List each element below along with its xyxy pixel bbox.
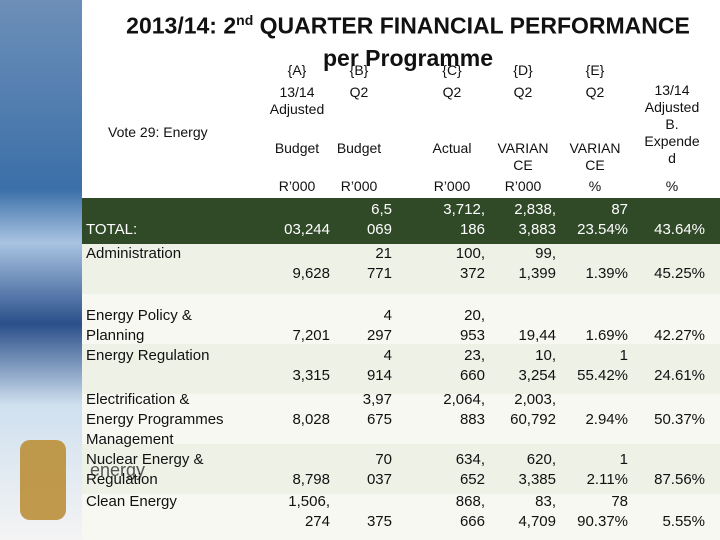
column-header: VARIAN CE bbox=[569, 140, 621, 173]
column-header: Q2 bbox=[442, 84, 462, 100]
cell-value: 3,315 bbox=[292, 367, 330, 384]
cell-value: 3,97 675 bbox=[362, 391, 392, 428]
cell-value: 2,003, 60,792 bbox=[510, 391, 556, 428]
title-line2: per Programme bbox=[322, 44, 493, 71]
cell-value: 8,028 bbox=[292, 411, 330, 428]
cell-value: 20, 953 bbox=[459, 307, 485, 344]
cell-value: 78 90.37% bbox=[577, 493, 628, 530]
header-bg bbox=[82, 60, 720, 200]
cell-value: 620, 3,385 bbox=[518, 451, 556, 488]
row-label: Administration bbox=[86, 245, 182, 262]
cell-value: 634, 652 bbox=[455, 451, 485, 488]
total-band bbox=[82, 198, 720, 244]
cell-value: 1 2.11% bbox=[586, 451, 628, 488]
column-header: 13/14 Adjusted B. Expende d bbox=[644, 82, 700, 166]
column-header: % bbox=[588, 178, 602, 194]
row-label: Electrification & Energy Programmes Mana… bbox=[86, 391, 224, 448]
cell-value: 2.94% bbox=[585, 411, 628, 428]
column-header: Q2 bbox=[585, 84, 605, 100]
cell-value: 19,44 bbox=[518, 327, 556, 344]
cell-value: 9,628 bbox=[292, 265, 330, 282]
column-header: % bbox=[665, 178, 679, 194]
cell-value: 70 037 bbox=[366, 451, 392, 488]
column-header: R’000 bbox=[433, 178, 471, 194]
cell-value: 03,244 bbox=[284, 221, 330, 238]
logo-text: energy bbox=[90, 460, 146, 480]
cell-value: 83, 4,709 bbox=[518, 493, 556, 530]
cell-value: 1.39% bbox=[585, 265, 628, 282]
column-header: Budget bbox=[336, 140, 382, 156]
cell-value: 4 914 bbox=[366, 347, 392, 384]
row-label: Energy Policy & Planning bbox=[86, 307, 192, 344]
cell-value: 99, 1,399 bbox=[518, 245, 556, 282]
cell-value: 43.64% bbox=[654, 221, 705, 238]
column-header: R’000 bbox=[340, 178, 378, 194]
title-text: 2013/14: 2 bbox=[126, 12, 237, 39]
cell-value: 3,712, 186 bbox=[443, 201, 485, 238]
cell-value: 42.27% bbox=[654, 327, 705, 344]
column-header: {D} bbox=[513, 62, 533, 78]
coat-of-arms bbox=[20, 440, 66, 520]
cell-value: 2,064, 883 bbox=[443, 391, 485, 428]
title-text: QUARTER FINANCIAL PERFORMANCE bbox=[253, 12, 690, 39]
cell-value: 23, 660 bbox=[459, 347, 485, 384]
cell-value: 21 771 bbox=[366, 245, 392, 282]
cell-value: 868, 666 bbox=[455, 493, 485, 530]
row-label: TOTAL: bbox=[86, 221, 138, 238]
cell-value: 6,5 069 bbox=[366, 201, 392, 238]
column-header: Budget bbox=[274, 140, 320, 156]
cell-value: 45.25% bbox=[654, 265, 705, 282]
row-label: Energy Regulation bbox=[86, 347, 210, 364]
cell-value: 5.55% bbox=[662, 513, 705, 530]
column-header: {C} bbox=[442, 62, 462, 78]
cell-value: 7,201 bbox=[292, 327, 330, 344]
column-header: {B} bbox=[349, 62, 369, 78]
column-header: 13/14 Adjusted bbox=[269, 84, 325, 117]
row-label: Nuclear Energy & Regulation bbox=[86, 451, 204, 488]
cell-value: 10, 3,254 bbox=[518, 347, 556, 384]
cell-value: 1.69% bbox=[585, 327, 628, 344]
cell-value: 87.56% bbox=[654, 471, 705, 488]
column-header: Q2 bbox=[349, 84, 369, 100]
cell-value: 100, 372 bbox=[455, 245, 485, 282]
body-bg bbox=[82, 244, 720, 540]
cell-value: 2,838, 3,883 bbox=[514, 201, 556, 238]
title: 2013/14: 2nd QUARTER FINANCIAL PERFORMAN… bbox=[108, 4, 708, 74]
cell-value: 24.61% bbox=[654, 367, 705, 384]
cell-value: 50.37% bbox=[654, 411, 705, 428]
cell-value: 8,798 bbox=[292, 471, 330, 488]
title-sup: nd bbox=[236, 12, 254, 28]
column-header: {A} bbox=[287, 62, 307, 78]
column-header: R’000 bbox=[278, 178, 316, 194]
column-header: {E} bbox=[585, 62, 605, 78]
cell-value: 375 bbox=[366, 513, 392, 530]
cell-value: 1 55.42% bbox=[577, 347, 628, 384]
vote-label: Vote 29: Energy bbox=[108, 124, 208, 140]
column-header: Actual bbox=[432, 140, 472, 156]
cell-value: 87 23.54% bbox=[577, 201, 628, 238]
row-label: Clean Energy bbox=[86, 493, 177, 510]
column-header: VARIAN CE bbox=[497, 140, 549, 173]
column-header: R’000 bbox=[504, 178, 542, 194]
column-header: Q2 bbox=[513, 84, 533, 100]
cell-value: 4 297 bbox=[366, 307, 392, 344]
cell-value: 1,506, 274 bbox=[288, 493, 330, 530]
